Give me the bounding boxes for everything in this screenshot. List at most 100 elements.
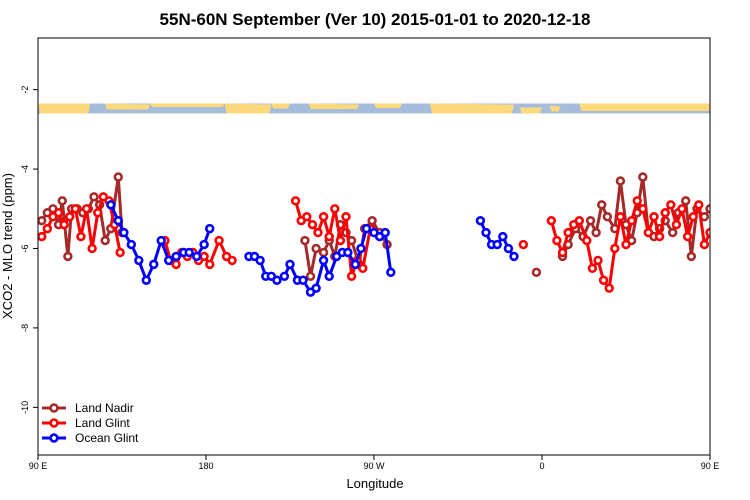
data-point-ocean-glint [255,255,265,266]
data-point-land-glint [76,231,86,242]
data-point-land-glint [42,223,53,234]
data-point-ocean-glint [481,227,491,238]
data-point-ocean-glint [285,259,295,270]
data-point-land-nadir [585,215,596,226]
data-point-land-glint [671,219,682,230]
data-point-land-glint [341,212,351,222]
data-point-land-nadir [597,200,607,210]
data-point-ocean-glint [126,239,137,250]
data-point-ocean-glint [318,255,329,266]
data-point-land-glint [358,263,368,274]
data-point-land-glint [318,212,329,222]
data-point-ocean-glint [205,223,215,234]
data-point-land-glint [660,208,670,218]
data-point-land-glint [324,231,334,242]
land-region [224,103,272,114]
land-region [308,103,360,109]
land-region [519,107,542,114]
data-point-land-glint [604,283,614,293]
data-point-land-glint [712,193,719,200]
series-layer [38,172,749,297]
plot-area [37,37,711,456]
x-axis-label: Longitude [346,476,403,491]
data-point-land-nadir [681,196,691,206]
data-point-land-glint [718,197,725,204]
data-point-land-glint [643,227,654,238]
data-point-land-glint [199,251,209,262]
data-point-land-glint [632,196,642,206]
data-point-ocean-glint [475,215,486,226]
data-point-ocean-glint [272,275,282,285]
data-point-land-glint [729,233,736,240]
data-point-ocean-glint [386,267,396,278]
data-point-land-glint [694,200,704,210]
data-point-land-glint [649,212,659,222]
data-point-ocean-glint [199,239,209,250]
data-point-land-nadir [742,229,749,236]
data-point-ocean-glint [141,275,151,285]
y-tick-label: -6 [20,244,30,252]
data-point-land-nadir [63,251,73,262]
data-point-land-glint [574,215,585,226]
x-axis: 90 E 180 90 W 0 90 E [29,455,719,471]
data-point-land-glint [735,249,742,256]
data-point-ocean-glint [163,255,174,266]
land-region [271,103,290,109]
data-point-ocean-glint [149,259,159,270]
chart-title: 55N-60N September (Ver 10) 2015-01-01 to… [160,10,591,29]
data-point-land-glint [546,215,557,226]
data-point-land-nadir [667,227,678,238]
legend-marker [49,433,59,443]
data-point-land-nadir [38,215,47,226]
series-land-nadir [38,172,749,281]
data-point-land-glint [227,255,237,266]
data-point-ocean-glint [350,259,361,270]
x-tick-label: 90 E [29,461,48,471]
data-point-land-nadir [638,172,648,182]
data-point-land-glint [70,204,81,214]
y-tick-label: -4 [20,165,30,173]
x-tick-label: 0 [539,461,544,471]
land-region [579,103,710,111]
data-point-land-glint [38,231,47,242]
data-point-land-nadir [367,215,377,226]
data-point-ocean-glint [311,283,321,293]
legend-marker [49,403,59,413]
data-point-ocean-glint [503,243,514,254]
legend-label: Land Glint [75,416,130,430]
legend-item-land-glint: Land Glint [42,416,130,430]
data-point-land-glint [682,231,693,242]
series-line-land-glint [549,199,710,290]
data-point-land-glint [205,259,215,270]
data-point-land-glint [587,263,598,274]
y-axis: -2 -4 -6 -8 -10 [20,86,38,414]
data-point-land-glint [302,212,312,222]
data-point-land-glint [677,204,687,214]
land-region [374,103,402,108]
data-point-ocean-glint [498,231,508,242]
data-point-land-glint [335,235,346,246]
land-region [38,103,91,114]
data-point-land-glint [626,215,637,226]
data-point-land-glint [582,235,592,246]
data-point-land-glint [615,212,626,222]
data-point-land-glint [699,239,710,250]
data-point-ocean-glint [184,247,194,258]
data-point-land-glint [688,212,698,222]
data-point-land-nadir [100,235,110,246]
data-point-ocean-glint [119,227,129,238]
data-point-land-nadir [736,174,743,181]
data-point-land-glint [621,239,631,250]
data-point-ocean-glint [279,271,290,281]
legend-label: Ocean Glint [75,431,139,445]
data-point-land-glint [593,255,603,266]
data-point-land-nadir [113,172,123,182]
legend-item-land-nadir: Land Nadir [42,401,134,415]
data-point-land-glint [59,219,69,230]
data-point-land-glint [81,204,92,214]
data-point-land-nadir [311,243,321,254]
data-point-land-glint [654,231,665,242]
x-tick-label: 180 [198,461,213,471]
data-point-land-nadir [318,247,329,258]
